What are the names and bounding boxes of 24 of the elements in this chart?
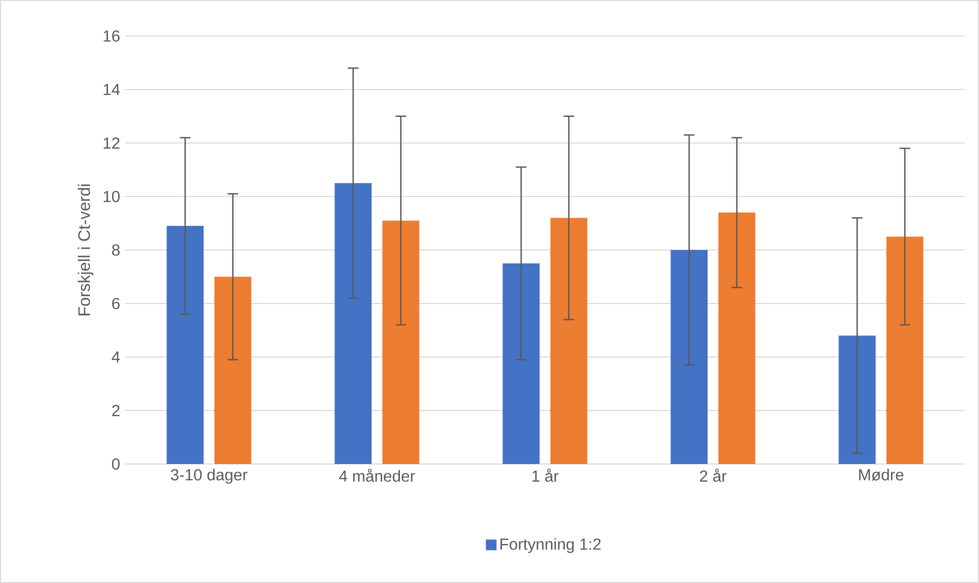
bar xyxy=(886,236,924,464)
y-tick-label: 8 xyxy=(112,244,120,256)
legend-label: Fortynning 1:2 xyxy=(500,538,601,553)
bar xyxy=(550,218,588,464)
y-tick-label: 4 xyxy=(112,352,120,363)
y-tick-label: 6 xyxy=(112,298,120,310)
y-tick-label: 10 xyxy=(104,190,120,202)
y-tick-label: 14 xyxy=(104,84,120,96)
x-tick-label: 2 år xyxy=(700,468,726,482)
bar xyxy=(334,183,372,464)
bar xyxy=(166,226,204,464)
x-tick-label: Mødre xyxy=(859,468,904,481)
y-tick-label: 2 xyxy=(112,404,120,416)
bar xyxy=(214,276,252,464)
y-tick-label: 12 xyxy=(104,137,120,149)
x-tick-label: 1 år xyxy=(532,468,558,482)
y-tick-label: 0 xyxy=(112,458,120,470)
bar xyxy=(502,263,540,464)
bar xyxy=(718,212,756,464)
bar xyxy=(382,220,420,464)
y-tick-label: 16 xyxy=(104,30,120,42)
x-tick-label: 3-10 dager xyxy=(170,468,248,484)
x-tick-label: 4 måneder xyxy=(339,468,415,482)
y-axis-title: Forskjell i Ct-verdi xyxy=(78,184,94,316)
